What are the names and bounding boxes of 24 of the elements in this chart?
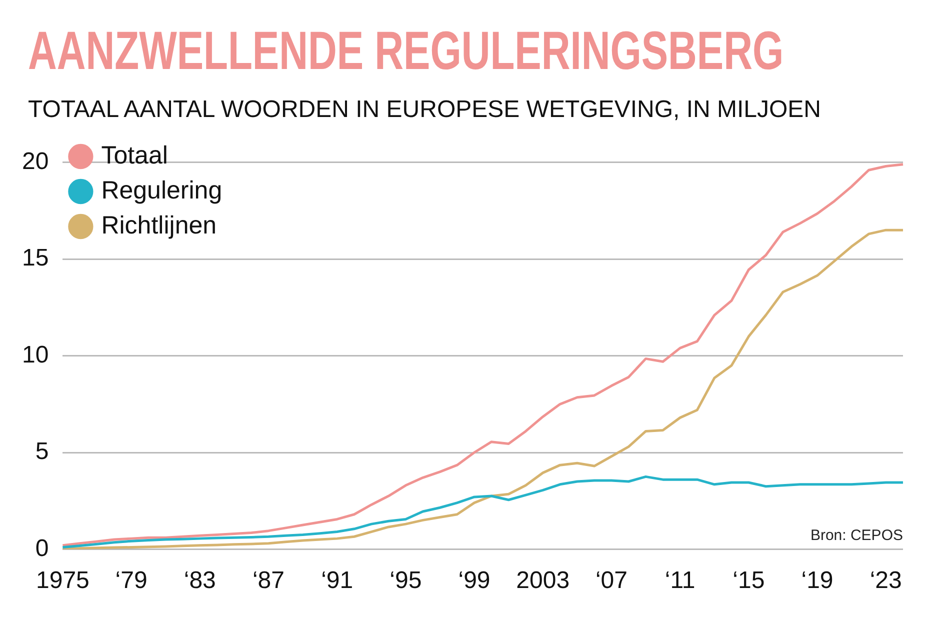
legend-label: Totaal — [101, 141, 168, 170]
chart-subtitle: TOTAAL AANTAL WOORDEN IN EUROPESE WETGEVING, IN MILJOEN — [27, 95, 822, 125]
x-tick-label: ‘15 — [732, 567, 765, 594]
x-tick-label: ‘95 — [390, 567, 422, 594]
y-tick-label: 20 — [22, 148, 49, 176]
x-tick-label: ‘23 — [870, 567, 902, 594]
y-tick-label: 10 — [22, 341, 49, 368]
chart-title: AANZWELLENDE REGULERINGSBERG — [28, 22, 784, 81]
x-tick-label: ‘79 — [115, 567, 148, 594]
x-tick-label: ‘91 — [321, 567, 354, 594]
y-tick-label: 0 — [35, 534, 49, 562]
x-tick-label: 1975 — [36, 567, 90, 594]
x-tick-label: ‘87 — [252, 567, 284, 594]
annotation: Bron: CEPOS — [810, 526, 903, 544]
x-tick-label: 2003 — [516, 567, 570, 594]
legend-label: Regulering — [101, 176, 222, 204]
x-tick-label: ‘19 — [801, 567, 834, 594]
x-tick-label: ‘11 — [664, 567, 696, 594]
x-tick-label: ‘83 — [184, 567, 216, 594]
legend-label: Richtlijnen — [101, 211, 217, 240]
y-tick-label: 15 — [22, 244, 49, 272]
x-tick-label: ‘07 — [595, 567, 628, 594]
y-tick-label: 5 — [35, 438, 49, 466]
x-tick-label: ‘99 — [458, 567, 490, 594]
